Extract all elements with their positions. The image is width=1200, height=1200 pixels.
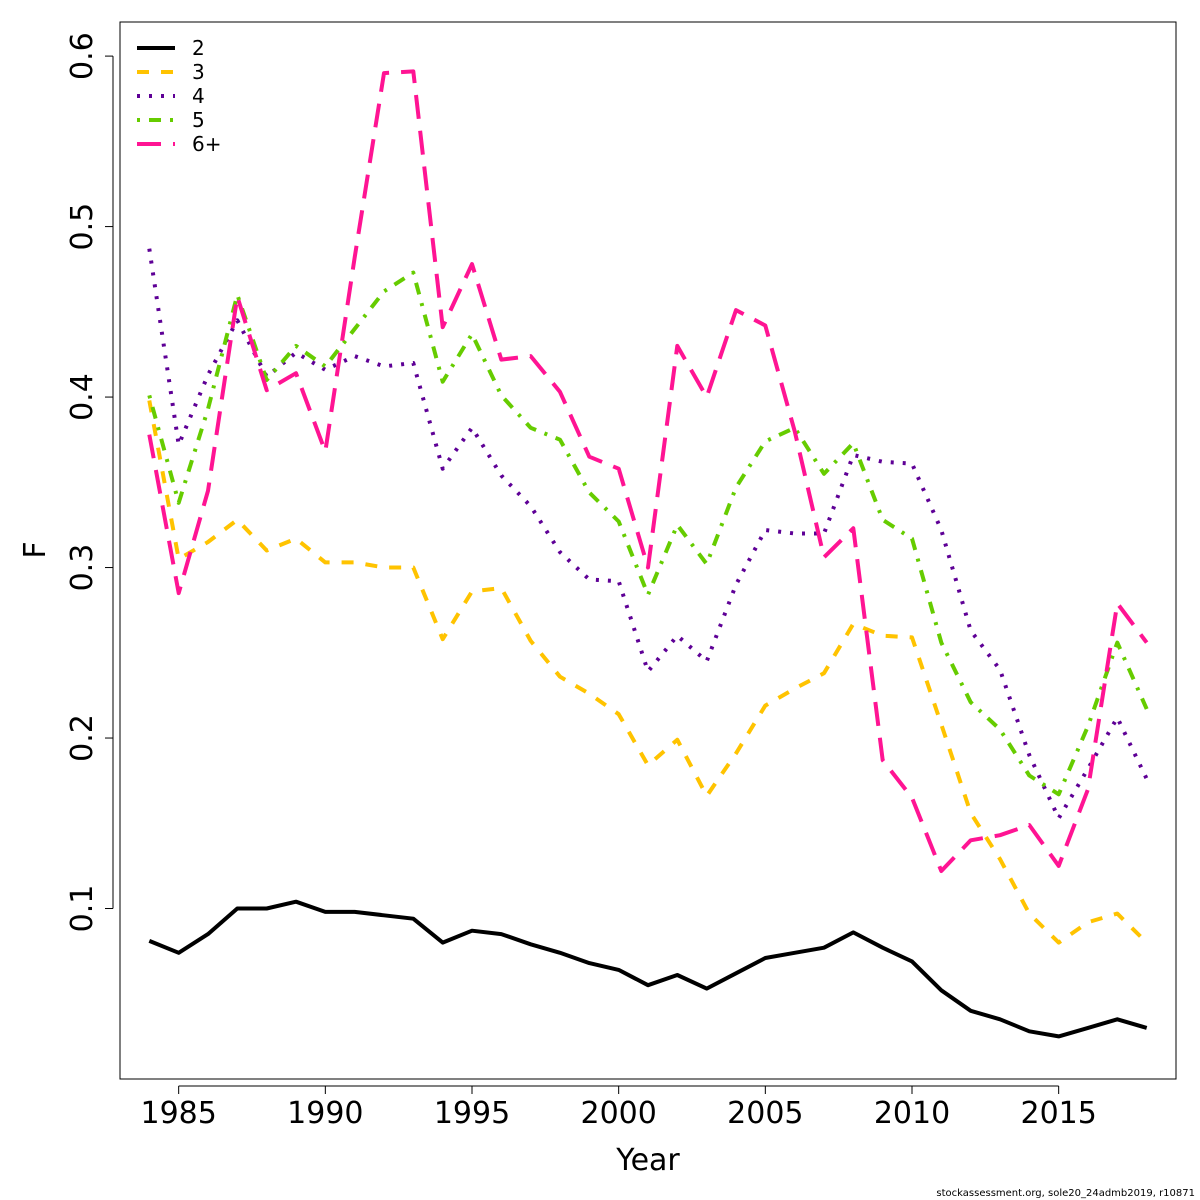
y-axis: 0.1 0.2 0.3 0.4 0.5 0.6 (65, 32, 114, 933)
footer-credit: stockassessment.org, sole20_24admb2019, … (936, 1188, 1195, 1199)
y-tick-label: 0.6 (65, 32, 100, 80)
x-axis-title: Year (615, 1143, 680, 1178)
y-axis-title: F (18, 541, 53, 558)
x-tick-label: 1995 (434, 1096, 510, 1131)
x-tick-label: 1985 (140, 1096, 216, 1131)
y-tick-label: 0.1 (65, 885, 100, 933)
y-tick-label: 0.5 (65, 203, 100, 251)
x-tick-label: 2015 (1020, 1096, 1096, 1131)
y-tick-label: 0.3 (65, 544, 100, 592)
series-line-3 (147, 400, 1149, 945)
legend-label: 4 (192, 84, 205, 108)
legend-label: 5 (192, 108, 205, 132)
y-tick-label: 0.2 (65, 714, 100, 762)
legend-label: 3 (192, 60, 205, 84)
legend-label: 6+ (192, 132, 221, 156)
x-tick-label: 2005 (727, 1096, 803, 1131)
legend-label: 2 (192, 36, 205, 60)
x-tick-label: 2010 (874, 1096, 950, 1131)
series-group (147, 69, 1149, 1039)
series-line-4 (147, 248, 1149, 821)
x-tick-label: 2000 (580, 1096, 656, 1131)
x-tick-label: 1990 (287, 1096, 363, 1131)
x-axis: 1985 1990 1995 2000 2005 2010 2015 (140, 1085, 1097, 1131)
series-line-6plus (147, 69, 1149, 873)
series-line-5 (147, 270, 1149, 797)
y-tick-label: 0.4 (65, 373, 100, 421)
plot-area-frame (119, 21, 1177, 1080)
series-line-2 (148, 899, 1148, 1039)
